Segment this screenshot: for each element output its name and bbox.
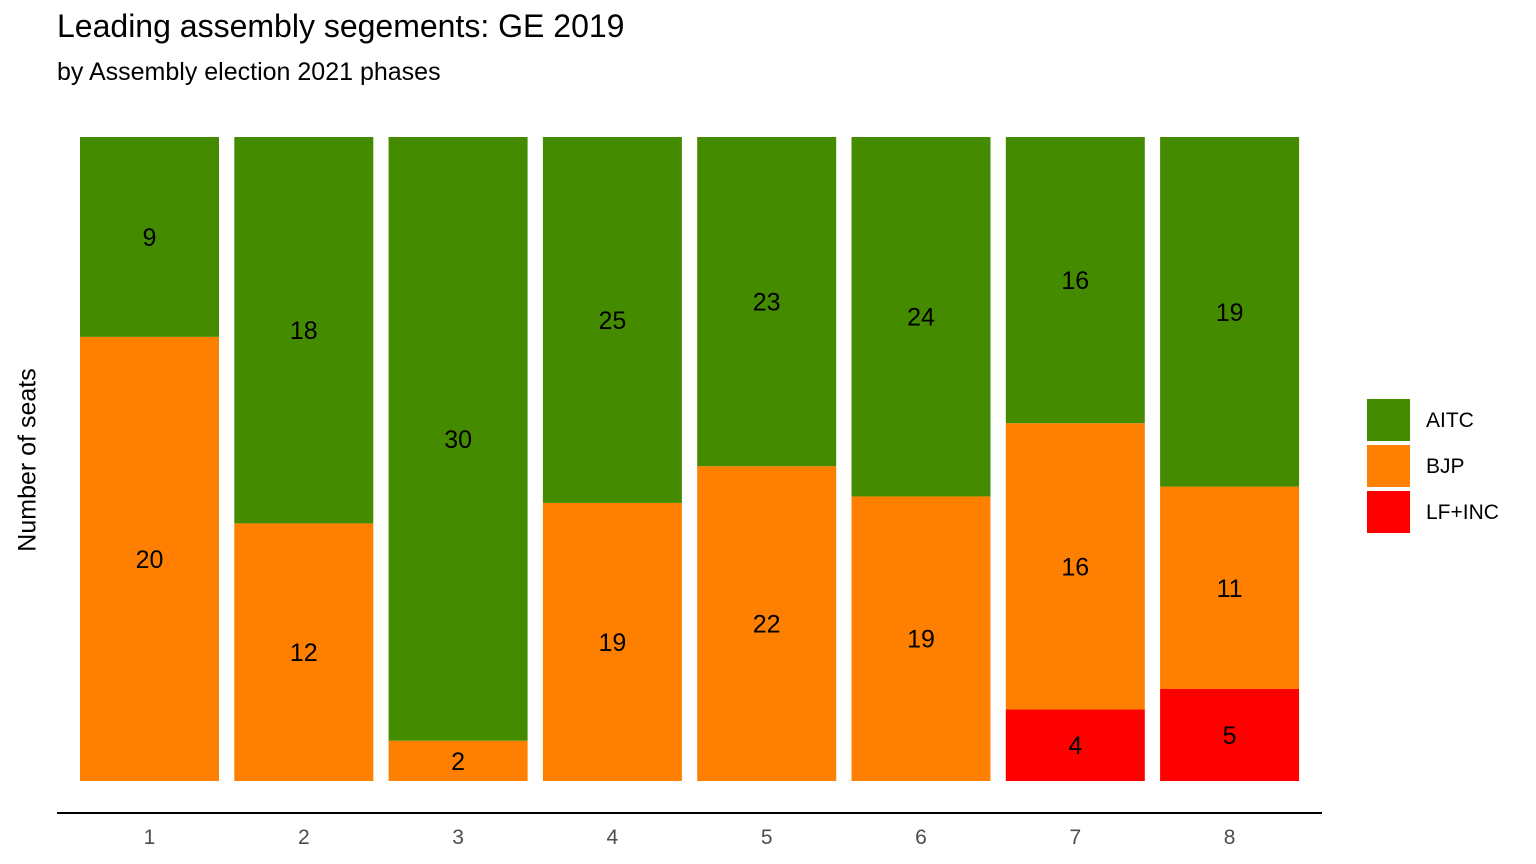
bar-segment-bjp-7 bbox=[1005, 423, 1145, 710]
bar-segment-bjp-3 bbox=[388, 740, 528, 781]
legend-swatch bbox=[1367, 399, 1410, 441]
data-label: 11 bbox=[1217, 575, 1243, 603]
x-tick-label: 1 bbox=[144, 826, 156, 849]
data-label: 19 bbox=[907, 626, 935, 654]
chart-subtitle: by Assembly election 2021 phases bbox=[57, 58, 441, 86]
bar-segment-bjp-1 bbox=[80, 336, 219, 781]
data-label: 12 bbox=[290, 639, 318, 667]
legend-swatch bbox=[1367, 445, 1410, 487]
legend-label: AITC bbox=[1426, 409, 1474, 432]
x-tick-label: 3 bbox=[452, 826, 464, 849]
bar-segment-aitc-4 bbox=[542, 137, 682, 503]
data-label: 2 bbox=[451, 748, 465, 776]
bar-segment-aitc-3 bbox=[388, 137, 528, 741]
bar-segment-aitc-2 bbox=[234, 137, 374, 524]
data-label: 19 bbox=[1216, 299, 1244, 327]
legend-swatch bbox=[1367, 491, 1410, 533]
data-label: 25 bbox=[598, 307, 626, 335]
data-label: 18 bbox=[290, 317, 318, 345]
bar-segment-aitc-5 bbox=[697, 137, 837, 467]
bar-segment-lf-inc-7 bbox=[1005, 709, 1145, 781]
x-tick-label: 2 bbox=[298, 826, 310, 849]
bar-segment-lf-inc-8 bbox=[1160, 689, 1300, 781]
data-label: 19 bbox=[598, 629, 626, 657]
data-label: 23 bbox=[753, 289, 781, 317]
x-tick-label: 7 bbox=[1069, 826, 1081, 849]
legend-item-aitc: AITC bbox=[1367, 399, 1527, 445]
bar-segment-aitc-7 bbox=[1005, 137, 1145, 424]
x-tick-label: 8 bbox=[1224, 826, 1236, 849]
x-tick-label: 4 bbox=[607, 826, 619, 849]
legend-label: LF+INC bbox=[1426, 501, 1499, 524]
data-label: 30 bbox=[444, 426, 472, 454]
bar-segment-bjp-8 bbox=[1160, 486, 1300, 689]
data-label: 16 bbox=[1061, 267, 1089, 295]
data-label: 20 bbox=[136, 546, 164, 574]
chart-title: Leading assembly segements: GE 2019 bbox=[57, 8, 625, 44]
legend-item-bjp: BJP bbox=[1367, 445, 1527, 491]
bar-segment-bjp-5 bbox=[697, 466, 837, 781]
bar-segment-bjp-4 bbox=[542, 502, 682, 781]
legend-item-lf-inc: LF+INC bbox=[1367, 491, 1527, 537]
data-label: 22 bbox=[753, 611, 781, 639]
bar-segment-aitc-6 bbox=[851, 137, 991, 497]
data-label: 16 bbox=[1061, 553, 1089, 581]
legend: AITC BJP LF+INC bbox=[1367, 399, 1527, 537]
bar-segment-bjp-2 bbox=[234, 523, 374, 781]
bar-segment-aitc-1 bbox=[80, 137, 219, 337]
x-tick-label: 6 bbox=[915, 826, 927, 849]
bar-segment-aitc-8 bbox=[1160, 137, 1300, 487]
data-label: 4 bbox=[1068, 732, 1082, 760]
data-label: 24 bbox=[907, 304, 935, 332]
x-tick-label: 5 bbox=[761, 826, 773, 849]
bar-segment-bjp-6 bbox=[851, 496, 991, 781]
data-label: 5 bbox=[1223, 722, 1237, 750]
data-label: 9 bbox=[143, 224, 157, 252]
legend-label: BJP bbox=[1426, 455, 1465, 478]
